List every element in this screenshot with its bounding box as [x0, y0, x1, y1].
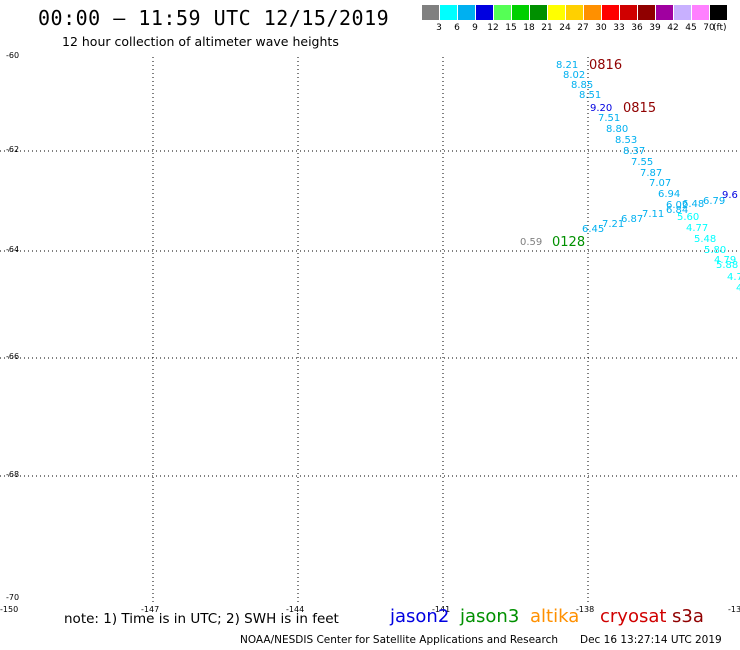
- color-scale-label: 15: [505, 23, 517, 33]
- wave-height-value: 7.21: [602, 219, 624, 230]
- latitude-label: -68: [6, 470, 19, 479]
- color-swatch: [494, 5, 511, 20]
- color-swatch: [548, 5, 565, 20]
- pass-time-label: 0128: [552, 235, 585, 250]
- color-scale-label: 21: [541, 23, 553, 33]
- wave-height-value: 7.55: [631, 157, 653, 168]
- wave-height-value: 6.45: [582, 224, 604, 235]
- color-scale-label: 9: [472, 23, 478, 33]
- color-swatch: [692, 5, 709, 20]
- color-swatch: [584, 5, 601, 20]
- color-swatch: [674, 5, 691, 20]
- longitude-label: -144: [286, 605, 304, 614]
- latitude-label: -64: [6, 245, 19, 254]
- latitude-label: -62: [6, 145, 19, 154]
- color-swatch: [566, 5, 583, 20]
- wave-height-value: 8.21: [556, 60, 578, 71]
- satellite-legend-item: jason2: [390, 606, 450, 627]
- pass-time-label: 0815: [623, 101, 656, 116]
- longitude-label: -147: [141, 605, 159, 614]
- color-scale-label: 30: [595, 23, 607, 33]
- color-swatch: [530, 5, 547, 20]
- wave-height-value: 4.77: [686, 223, 708, 234]
- credit-line: NOAA/NESDIS Center for Satellite Applica…: [240, 634, 558, 646]
- wave-height-value: 4.79: [714, 255, 736, 266]
- wave-height-value: 5.60: [677, 212, 699, 223]
- color-swatch: [476, 5, 493, 20]
- color-scale-label: 6: [454, 23, 460, 33]
- wave-height-value: 6.94: [658, 189, 680, 200]
- color-swatch: [512, 5, 529, 20]
- wave-height-value: 4.7: [727, 272, 740, 283]
- color-scale-label: 45: [685, 23, 697, 33]
- longitude-label: -13: [728, 605, 740, 614]
- wave-height-value: 7.11: [642, 209, 664, 220]
- satellite-legend-item: altika: [530, 606, 580, 627]
- map-title: 00:00 – 11:59 UTC 12/15/2019: [38, 6, 390, 30]
- generated-timestamp: Dec 16 13:27:14 UTC 2019: [580, 634, 722, 646]
- wave-height-value: 6.84: [666, 205, 688, 216]
- color-scale-label: 18: [523, 23, 535, 33]
- wave-height-value: 8.85: [571, 80, 593, 91]
- wave-height-value: 5.48: [694, 234, 716, 245]
- color-scale-label: 27: [577, 23, 589, 33]
- satellite-legend-item: s3a: [672, 606, 704, 627]
- wave-height-value: 8.51: [579, 90, 601, 101]
- wave-height-value: 7.87: [640, 168, 662, 179]
- longitude-label: -138: [576, 605, 594, 614]
- color-scale-label: 39: [649, 23, 661, 33]
- color-swatch: [422, 5, 439, 20]
- footer-note: note: 1) Time is in UTC; 2) SWH is in fe…: [64, 611, 339, 627]
- color-scale-label: 36: [631, 23, 643, 33]
- color-scale-label: 3: [436, 23, 442, 33]
- wave-height-value: 7.07: [649, 178, 671, 189]
- color-scale-label: 33: [613, 23, 625, 33]
- color-swatch: [710, 5, 727, 20]
- wave-height-value: 6.02: [666, 200, 688, 211]
- wave-height-value: 4: [736, 283, 740, 294]
- color-swatch: [458, 5, 475, 20]
- wave-height-value: 0.59: [520, 237, 542, 248]
- pass-time-label: 0816: [589, 58, 622, 73]
- wave-height-value: 8.02: [563, 70, 585, 81]
- wave-height-value: 7.51: [598, 113, 620, 124]
- color-swatch: [620, 5, 637, 20]
- wave-height-value: 8.53: [615, 135, 637, 146]
- map-subtitle: 12 hour collection of altimeter wave hei…: [62, 34, 339, 49]
- latitude-label: -60: [6, 51, 19, 60]
- wave-height-value: 8.80: [606, 124, 628, 135]
- wave-height-value: 5.80: [704, 245, 726, 256]
- wave-height-value: 6.79: [703, 196, 725, 207]
- wave-height-value: 9.6: [722, 190, 738, 201]
- wave-height-value: 9.20: [590, 103, 612, 114]
- color-scale-label: 12: [487, 23, 499, 33]
- satellite-legend-item: cryosat: [600, 606, 667, 627]
- color-swatch: [440, 5, 457, 20]
- color-swatch: [638, 5, 655, 20]
- longitude-label: -150: [0, 605, 18, 614]
- color-swatch: [656, 5, 673, 20]
- color-scale-label: 24: [559, 23, 571, 33]
- unit-label: (ft): [713, 23, 727, 33]
- satellite-legend-item: jason3: [460, 606, 520, 627]
- wave-height-value: 6.87: [621, 214, 643, 225]
- color-scale-label: 70: [703, 23, 715, 33]
- latitude-label: -66: [6, 352, 19, 361]
- latitude-label: -70: [6, 593, 19, 602]
- wave-height-value: 6.48: [682, 199, 704, 210]
- wave-height-value: 5.88: [716, 260, 738, 271]
- color-scale-label: 42: [667, 23, 679, 33]
- longitude-label: -141: [432, 605, 450, 614]
- wave-height-value: 8.37: [623, 146, 645, 157]
- color-swatch: [602, 5, 619, 20]
